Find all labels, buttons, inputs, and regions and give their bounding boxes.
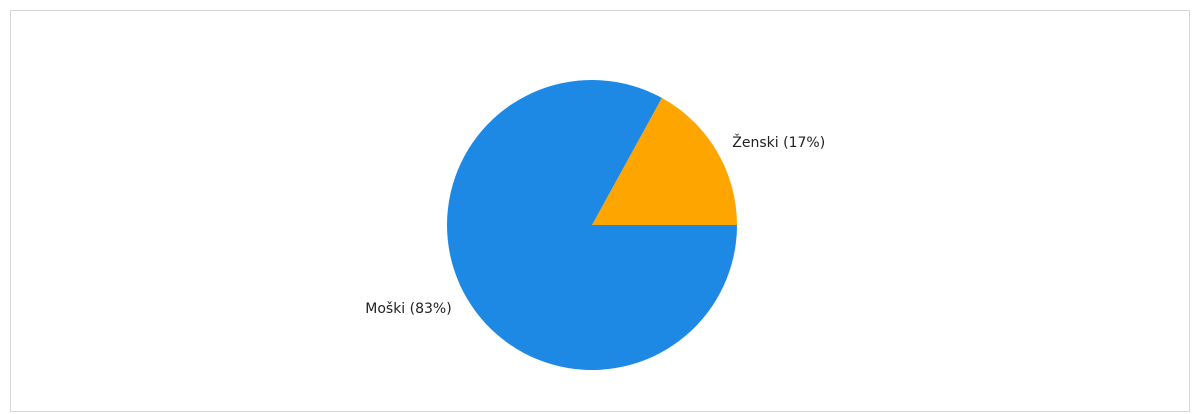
pie-slice-moški [446,79,737,371]
slice-label-moški: Moški (83%) [365,301,451,317]
chart-panel: Ženski (17%) Moški (83%) [10,10,1190,412]
pie-labels: Ženski (17%) Moški (83%) [365,133,825,317]
pie-slices [446,79,737,371]
pie-chart: Ženski (17%) Moški (83%) [365,79,825,371]
slice-label-ženski: Ženski (17%) [732,133,825,151]
pie-slice-ženski [592,97,737,225]
